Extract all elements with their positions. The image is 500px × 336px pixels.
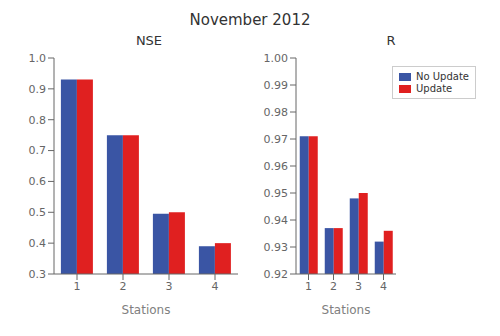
svg-text:0.3: 0.3 bbox=[29, 268, 47, 281]
svg-text:4: 4 bbox=[212, 280, 219, 293]
svg-text:0.5: 0.5 bbox=[29, 206, 47, 219]
html-text:Update: Update bbox=[416, 83, 453, 94]
svg-text:0.96: 0.96 bbox=[264, 160, 289, 173]
html-text:R: R bbox=[386, 33, 396, 48]
svg-text:2: 2 bbox=[120, 280, 127, 293]
svg-text:0.8: 0.8 bbox=[29, 114, 47, 127]
svg-text:1.0: 1.0 bbox=[29, 52, 47, 65]
svg-text:0.92: 0.92 bbox=[264, 268, 289, 281]
svg-text:0.7: 0.7 bbox=[29, 144, 47, 157]
html-text:No Update: No Update bbox=[416, 71, 469, 82]
svg-text:0.99: 0.99 bbox=[264, 79, 289, 92]
svg-text:0.9: 0.9 bbox=[29, 83, 47, 96]
svg-text:1: 1 bbox=[74, 280, 81, 293]
svg-text:0.95: 0.95 bbox=[264, 187, 289, 200]
svg-text:Stations: Stations bbox=[322, 303, 371, 317]
svg-text:0.97: 0.97 bbox=[264, 133, 289, 146]
svg-text:1: 1 bbox=[305, 280, 312, 293]
svg-text:1.00: 1.00 bbox=[264, 52, 289, 65]
svg-text:0.94: 0.94 bbox=[264, 214, 289, 227]
svg-text:3: 3 bbox=[166, 280, 173, 293]
html-text:November 2012: November 2012 bbox=[189, 11, 311, 29]
svg-text:0.6: 0.6 bbox=[29, 175, 47, 188]
html-text:NSE: NSE bbox=[135, 33, 163, 48]
svg-text:0.93: 0.93 bbox=[264, 241, 289, 254]
svg-text:0.98: 0.98 bbox=[264, 106, 289, 119]
svg-text:Stations: Stations bbox=[122, 303, 171, 317]
svg-text:3: 3 bbox=[355, 280, 362, 293]
svg-text:0.4: 0.4 bbox=[29, 237, 47, 250]
svg-text:2: 2 bbox=[330, 280, 337, 293]
svg-text:4: 4 bbox=[380, 280, 387, 293]
